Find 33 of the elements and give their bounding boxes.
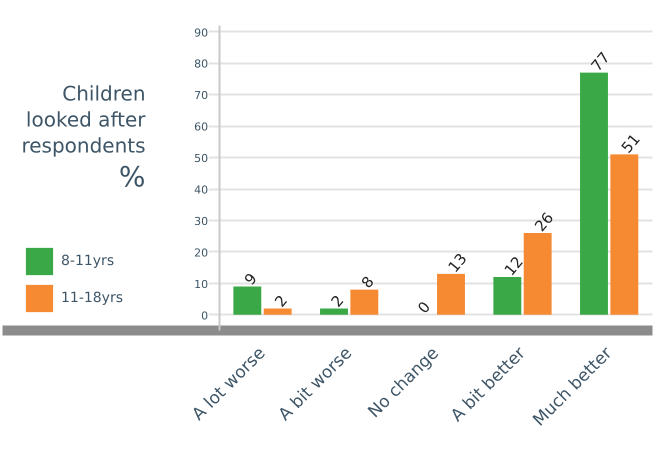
y-tick-label: 30 <box>194 214 208 228</box>
data-label: 2 <box>271 292 292 311</box>
y-tick-label: 90 <box>194 26 208 40</box>
bar <box>233 286 262 315</box>
bar <box>580 72 608 315</box>
bar <box>524 233 552 315</box>
data-label: 51 <box>618 130 644 157</box>
bar <box>350 290 378 315</box>
bar <box>320 308 348 315</box>
bar <box>493 277 522 315</box>
data-label: 8 <box>358 272 378 292</box>
bar <box>437 274 465 315</box>
y-tick-label: 50 <box>194 152 208 166</box>
data-label: 9 <box>240 270 261 289</box>
y-tick-label: 80 <box>194 58 208 71</box>
bar <box>264 308 292 315</box>
data-label: 0 <box>414 298 434 317</box>
y-tick-label: 40 <box>194 184 208 197</box>
data-label: 2 <box>327 292 348 311</box>
y-tick-label: 20 <box>194 246 208 260</box>
y-tick-label: 60 <box>194 120 208 134</box>
data-label: 77 <box>587 48 614 75</box>
data-label: 12 <box>500 252 527 280</box>
data-label: 26 <box>531 208 558 236</box>
y-tick-label: 70 <box>194 89 208 102</box>
bar <box>610 154 638 315</box>
legend-label: 11-18yrs <box>61 290 124 306</box>
y-axis-title: % <box>118 160 146 194</box>
data-label: 13 <box>444 250 471 276</box>
y-tick-label: 0 <box>201 309 208 322</box>
text: Children looked after respondents <box>21 82 146 158</box>
y-tick-label: 10 <box>194 278 208 291</box>
legend-label: 8-11yrs <box>61 253 114 269</box>
